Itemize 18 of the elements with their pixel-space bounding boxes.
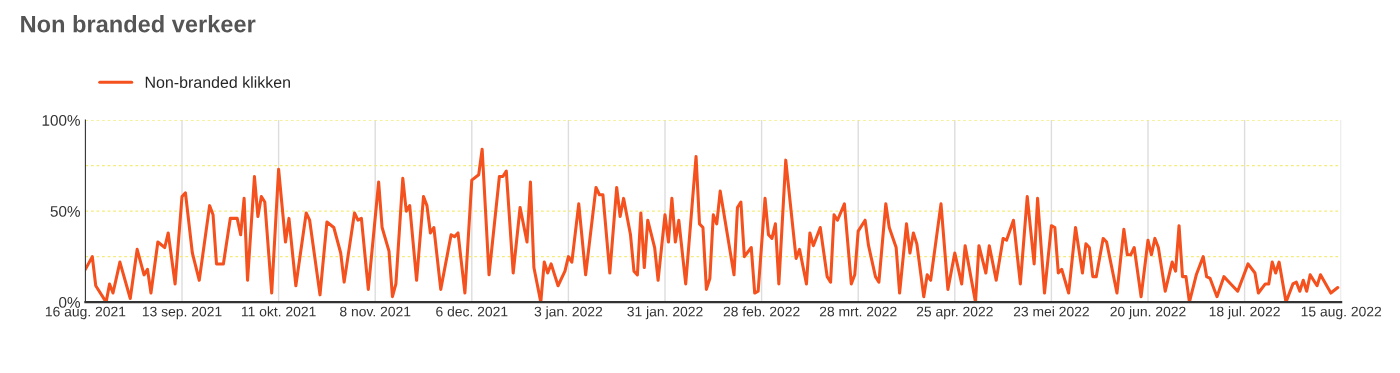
x-tick-label: 23 mei 2022 (1013, 306, 1089, 317)
y-tick-label: 100% (42, 114, 80, 126)
x-tick-label: 13 sep. 2021 (142, 306, 222, 320)
x-tick-label: 25 apr. 2022 (916, 306, 993, 320)
x-tick-label: 31 jan. 2022 (627, 306, 703, 320)
chart-title: Non branded verkeer (21, 15, 256, 33)
x-tick-label: 18 jul. 2022 (1209, 306, 1280, 320)
x-tick-label: 8 nov. 2021 (340, 306, 411, 317)
x-tick-label: 28 feb. 2022 (723, 306, 800, 317)
y-tick-label: 0% (59, 297, 80, 308)
y-tick-label: 50% (50, 205, 80, 217)
legend-label: Non-branded klikken (145, 76, 290, 89)
x-tick-label: 6 dec. 2021 (436, 306, 508, 317)
x-tick-label: 3 jan. 2022 (534, 306, 603, 320)
x-tick-label: 20 jun. 2022 (1110, 306, 1186, 320)
x-tick-label: 28 mrt. 2022 (819, 306, 897, 317)
x-tick-label: 15 aug. 2022 (1301, 306, 1382, 320)
x-tick-label: 11 okt. 2021 (241, 306, 316, 317)
